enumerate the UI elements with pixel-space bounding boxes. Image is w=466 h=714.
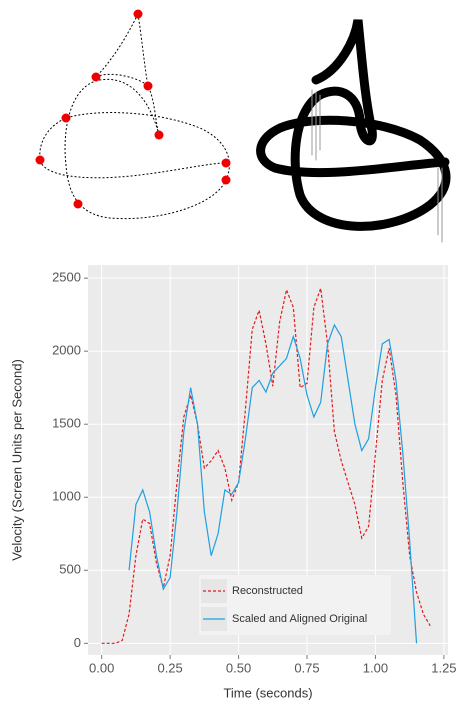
x-tick-label: 0.50 (226, 660, 251, 675)
y-tick-label: 1500 (52, 416, 81, 431)
y-tick-label: 2000 (52, 343, 81, 358)
point (222, 159, 231, 168)
control-points (36, 10, 231, 209)
curve (138, 14, 148, 86)
x-tick-label: 0.00 (89, 660, 114, 675)
point (36, 156, 45, 165)
point (74, 200, 83, 209)
y-tick-label: 2500 (52, 270, 81, 285)
point (144, 82, 153, 91)
stroke (261, 20, 446, 226)
legend-label: Reconstructed (232, 585, 303, 597)
x-tick-label: 1.25 (431, 660, 456, 675)
y-axis-label: Velocity (Screen Units per Second) (9, 359, 24, 561)
point (222, 176, 231, 185)
point (92, 73, 101, 82)
legend-label: Scaled and Aligned Original (232, 613, 367, 625)
x-axis-label: Time (seconds) (223, 685, 312, 700)
curve (40, 79, 230, 218)
right-drawing (261, 20, 446, 242)
point (155, 131, 164, 140)
point (62, 114, 71, 123)
x-tick-label: 1.00 (363, 660, 388, 675)
x-tick-label: 0.75 (294, 660, 319, 675)
point (134, 10, 143, 19)
figure: 0 500 1000 1500 2000 2500 0.00 0.25 0.50 0.75 1.00… (0, 0, 466, 709)
y-tick-label: 0 (74, 635, 81, 650)
y-tick-label: 1000 (52, 489, 81, 504)
x-tick-label: 0.25 (157, 660, 182, 675)
curve (96, 14, 159, 135)
y-tick-label: 500 (59, 562, 81, 577)
